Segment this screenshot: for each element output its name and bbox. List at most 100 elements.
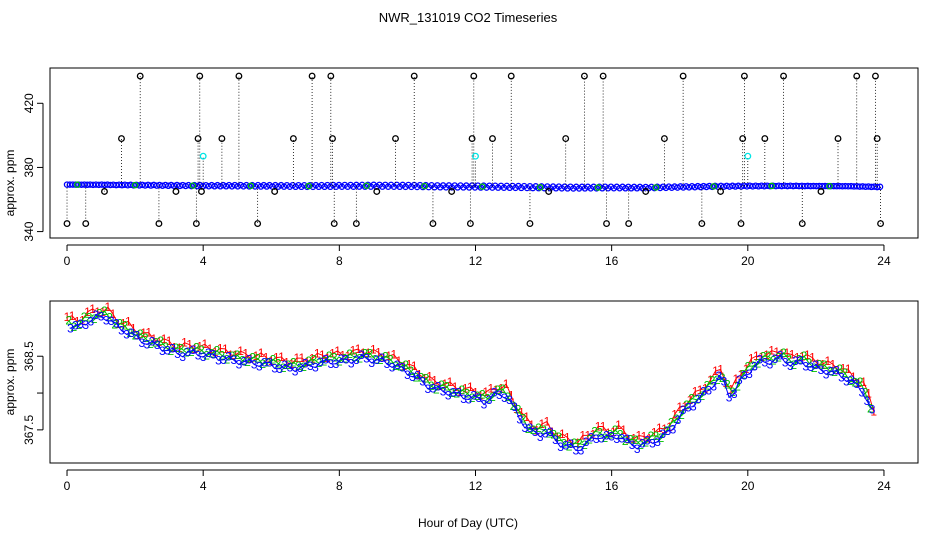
series-1-label: 1 bbox=[493, 383, 500, 397]
series-1-label: 1 bbox=[738, 368, 745, 382]
series-3-label: 3 bbox=[67, 322, 74, 336]
series-2-label: 2 bbox=[331, 350, 338, 364]
series-1-label: 1 bbox=[666, 420, 673, 434]
spike-point bbox=[853, 72, 861, 80]
series-3-label: 3 bbox=[333, 357, 340, 371]
series-3-label: 3 bbox=[629, 438, 636, 452]
spike-point bbox=[118, 135, 125, 143]
spike-point bbox=[526, 220, 534, 228]
series-3-label: 3 bbox=[282, 358, 289, 372]
series-1-label: 1 bbox=[304, 355, 311, 369]
series-2-label: 2 bbox=[699, 389, 706, 403]
series-1-label: 1 bbox=[518, 406, 525, 420]
series-3-label: 3 bbox=[225, 349, 232, 363]
series-3-label: 3 bbox=[251, 357, 258, 371]
series-3-label: 3 bbox=[649, 436, 656, 450]
series-2-label: 2 bbox=[474, 389, 481, 403]
series-3-label: 3 bbox=[93, 308, 100, 322]
series-1-label: 1 bbox=[656, 421, 663, 435]
series-2-label: 2 bbox=[816, 358, 823, 372]
bottom-y-axis-label: approx. ppm bbox=[3, 349, 17, 416]
cyan-point bbox=[744, 152, 752, 160]
series-2-label: 2 bbox=[147, 337, 154, 351]
spike-point bbox=[625, 220, 633, 228]
series-3-label: 3 bbox=[271, 361, 278, 375]
series-2-label: 2 bbox=[520, 411, 527, 425]
series-1-label: 1 bbox=[130, 321, 137, 335]
series-2-label: 2 bbox=[841, 366, 848, 380]
series-3-label: 3 bbox=[501, 391, 508, 405]
series-1-label: 1 bbox=[681, 399, 688, 413]
series-1-label: 1 bbox=[584, 428, 591, 442]
series-2-label: 2 bbox=[382, 349, 389, 363]
series-2-label: 2 bbox=[178, 341, 185, 355]
series-2-label: 2 bbox=[693, 393, 700, 407]
spike-point bbox=[429, 220, 437, 228]
series-2-label: 2 bbox=[310, 352, 317, 366]
spike-point bbox=[698, 220, 706, 228]
spike-point bbox=[717, 188, 725, 195]
series-3-label: 3 bbox=[312, 361, 319, 375]
series-2-label: 2 bbox=[70, 320, 77, 334]
series-3-label: 3 bbox=[807, 360, 814, 374]
series-3-label: 3 bbox=[174, 347, 181, 361]
series-2-label: 2 bbox=[775, 351, 782, 365]
series-3-label: 3 bbox=[573, 443, 580, 457]
series-2-label: 2 bbox=[193, 341, 200, 355]
series-1-label: 1 bbox=[452, 380, 459, 394]
series-1-label: 1 bbox=[288, 357, 295, 371]
series-1-label: 1 bbox=[830, 357, 837, 371]
series-2-label: 2 bbox=[494, 383, 501, 397]
series-3-label: 3 bbox=[813, 358, 820, 372]
top-x-tick-label: 24 bbox=[877, 254, 891, 268]
series-2-label: 2 bbox=[617, 428, 624, 442]
series-2-label: 2 bbox=[162, 340, 169, 354]
top-y-tick-label: 420 bbox=[22, 93, 36, 113]
series-1-label: 1 bbox=[411, 359, 418, 373]
series-2-label: 2 bbox=[387, 352, 394, 366]
series-1-label: 1 bbox=[222, 342, 229, 356]
series-2-label: 2 bbox=[469, 391, 476, 405]
series-2-label: 2 bbox=[561, 437, 568, 451]
series-1-label: 1 bbox=[64, 310, 71, 324]
series-3-label: 3 bbox=[670, 423, 677, 437]
series-3-label: 3 bbox=[756, 352, 763, 366]
series-3-label: 3 bbox=[195, 349, 202, 363]
series-2-label: 2 bbox=[234, 348, 241, 362]
series-2-label: 2 bbox=[663, 424, 670, 438]
series-2-label: 2 bbox=[683, 398, 690, 412]
series-3-label: 3 bbox=[654, 435, 661, 449]
series-1-label: 1 bbox=[161, 332, 168, 346]
series-3-label: 3 bbox=[690, 400, 697, 414]
series-2-label: 2 bbox=[249, 351, 256, 365]
series-1-label: 1 bbox=[110, 307, 117, 321]
series-2-label: 2 bbox=[739, 367, 746, 381]
series-2-label: 2 bbox=[106, 311, 113, 325]
series-2-label: 2 bbox=[734, 379, 741, 393]
series-1-label: 1 bbox=[733, 372, 740, 386]
series-1-label: 1 bbox=[554, 430, 561, 444]
series-1-label: 1 bbox=[523, 410, 530, 424]
series-2-label: 2 bbox=[402, 358, 409, 372]
series-3-label: 3 bbox=[598, 431, 605, 445]
series-2-label: 2 bbox=[678, 408, 685, 422]
spike-point bbox=[192, 220, 200, 228]
spike-point bbox=[780, 72, 787, 80]
series-1-label: 1 bbox=[712, 364, 719, 378]
series-3-label: 3 bbox=[358, 348, 365, 362]
series-3-label: 3 bbox=[741, 368, 748, 382]
series-1-label: 1 bbox=[401, 359, 408, 373]
series-3-label: 3 bbox=[246, 353, 253, 367]
series-1-label: 1 bbox=[406, 357, 413, 371]
series-3-label: 3 bbox=[343, 352, 350, 366]
series-3-label: 3 bbox=[680, 403, 687, 417]
top-x-tick-label: 0 bbox=[64, 254, 71, 268]
series-2-label: 2 bbox=[213, 344, 220, 358]
series-2-label: 2 bbox=[525, 422, 532, 436]
series-1-label: 1 bbox=[385, 349, 392, 363]
series-1-label: 1 bbox=[477, 388, 484, 402]
series-3-label: 3 bbox=[833, 364, 840, 378]
series-3-label: 3 bbox=[220, 353, 227, 367]
series-1-label: 1 bbox=[717, 362, 724, 376]
baseline-point-green bbox=[247, 182, 255, 190]
